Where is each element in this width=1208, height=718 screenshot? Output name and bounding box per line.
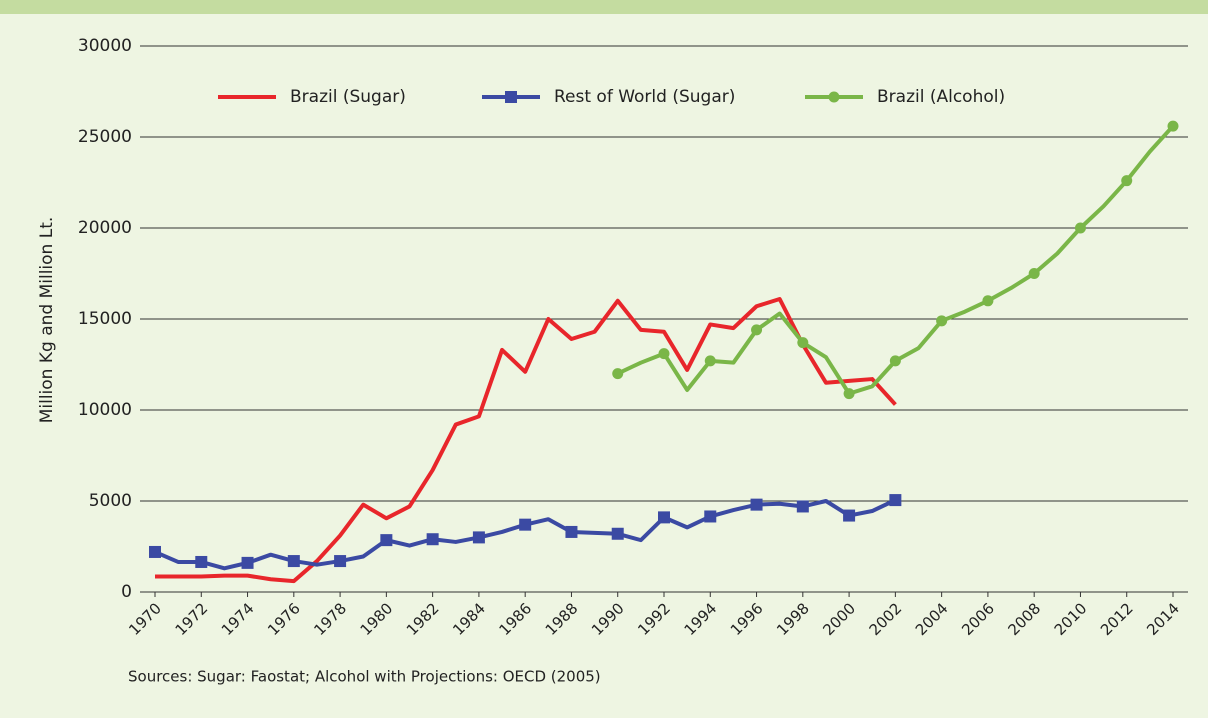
marker — [1028, 268, 1040, 279]
legend-marker — [505, 91, 517, 103]
marker — [704, 355, 716, 367]
marker — [472, 531, 485, 544]
y-tick-label: 20000 — [78, 218, 132, 238]
marker — [704, 510, 717, 523]
marker — [565, 525, 578, 538]
marker — [380, 534, 393, 547]
y-axis-label: Million Kg and Million Lt. — [37, 217, 57, 424]
marker — [334, 555, 347, 568]
marker — [889, 494, 902, 507]
marker — [751, 324, 763, 336]
marker — [1121, 175, 1133, 187]
marker — [889, 355, 901, 367]
marker — [1167, 120, 1179, 132]
legend-label: Rest of World (Sugar) — [554, 87, 735, 107]
marker — [797, 337, 809, 349]
marker — [750, 498, 763, 511]
marker — [519, 518, 532, 531]
marker — [843, 388, 855, 400]
marker — [982, 295, 994, 307]
y-tick-label: 5000 — [89, 491, 132, 511]
marker — [611, 527, 624, 540]
marker — [426, 533, 439, 546]
y-tick-label: 25000 — [78, 127, 132, 147]
series-line — [155, 296, 897, 584]
marker — [658, 348, 670, 360]
marker — [658, 511, 670, 524]
marker — [612, 368, 624, 380]
y-tick-label: 30000 — [78, 36, 132, 56]
y-tick-label: 10000 — [78, 400, 132, 420]
legend-label: Brazil (Alcohol) — [877, 87, 1005, 107]
marker — [149, 545, 161, 558]
top-band — [0, 0, 1208, 14]
marker — [1074, 222, 1086, 234]
marker — [843, 509, 856, 522]
marker — [287, 555, 300, 568]
source-note: Sources: Sugar: Faostat; Alcohol with Pr… — [128, 668, 601, 686]
legend-marker — [828, 91, 840, 103]
marker — [796, 500, 809, 513]
y-tick-label: 0 — [121, 582, 132, 602]
y-tick-label: 15000 — [78, 309, 132, 329]
legend-label: Brazil (Sugar) — [290, 87, 406, 107]
marker — [936, 315, 948, 327]
marker — [195, 555, 208, 568]
marker — [241, 556, 254, 569]
